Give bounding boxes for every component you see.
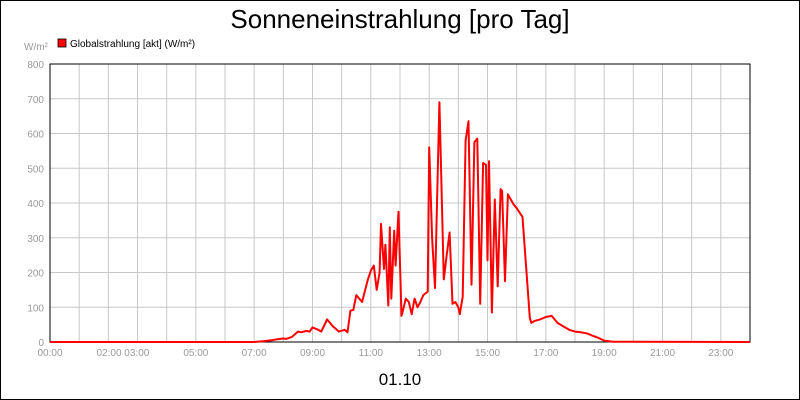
- y-tick-label: 500: [27, 164, 44, 175]
- series-line-globalstrahlung: [50, 101, 751, 343]
- y-tick-label: 100: [27, 303, 44, 314]
- chart-title: Sonneneinstrahlung [pro Tag]: [230, 4, 569, 34]
- x-tick-label: 21:00: [650, 348, 675, 359]
- x-axis-ticks: 00:00 02:00 03:00 05:00 07:00 09:00 11:00 13:0…: [37, 348, 733, 359]
- x-tick-label: 23:00: [708, 348, 733, 359]
- y-tick-label: 700: [27, 95, 44, 106]
- legend-swatch: [57, 38, 67, 48]
- x-tick-label: 09:00: [300, 348, 325, 359]
- x-tick-label: 00:00: [37, 348, 62, 359]
- legend-label: Globalstrahlung [akt] (W/m²): [70, 39, 195, 50]
- y-tick-label: 300: [27, 234, 44, 245]
- x-tick-label: 13:00: [417, 348, 442, 359]
- x-tick-label: 05:00: [183, 348, 208, 359]
- y-tick-label: 200: [27, 269, 44, 280]
- plot-area: [49, 63, 751, 343]
- y-tick-label: 0: [38, 338, 44, 349]
- x-tick-label: 11:00: [359, 348, 384, 359]
- x-tick-label: 17:00: [533, 348, 558, 359]
- x-tick-label: 15:00: [475, 348, 500, 359]
- grid-lines: [50, 63, 750, 343]
- y-tick-label: 600: [27, 130, 44, 141]
- y-axis-ticks: 0 100 200 300 400 500 600 700 800: [27, 60, 44, 349]
- y-tick-label: 400: [27, 199, 44, 210]
- x-tick-label: 19:00: [592, 348, 617, 359]
- x-axis-date-label: 01.10: [379, 370, 422, 389]
- x-tick-label: 07:00: [242, 348, 267, 359]
- x-tick-label: 02:00 03:00: [97, 348, 150, 359]
- y-tick-label: 800: [27, 60, 44, 71]
- y-axis-unit-label: W/m²: [24, 42, 49, 53]
